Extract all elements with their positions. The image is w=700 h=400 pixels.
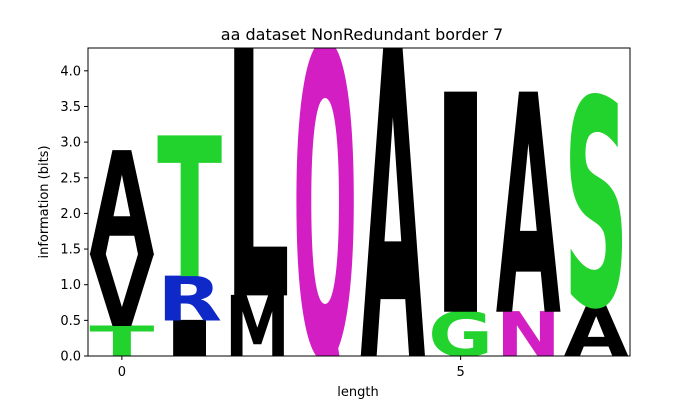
logo-letter-a: A: [496, 32, 561, 384]
logo-letter-n: N: [496, 299, 561, 371]
logo-letter-i: I: [428, 33, 493, 384]
logo-letter-t: T: [157, 97, 222, 321]
logo-letter-q: Q: [293, 0, 358, 400]
logo-letter-i: I: [157, 311, 222, 368]
y-axis: 0.0 0.5 1.0 1.5 2.0 2.5 3.0 3.5 4.0: [60, 64, 88, 365]
y-tick-label: 1.5: [60, 243, 81, 258]
y-tick-label: 3.5: [60, 100, 81, 115]
logo-letter-t: T: [89, 318, 154, 366]
x-tick-label: 5: [456, 365, 464, 380]
y-tick-label: 0.0: [60, 350, 81, 365]
logo-letter-a: A: [360, 0, 426, 400]
y-tick-label: 4.0: [60, 64, 81, 79]
y-tick-label: 3.0: [60, 136, 81, 151]
x-tick-label: 0: [118, 365, 126, 380]
logo-letter-a: A: [564, 291, 629, 373]
logo-letter-v: V: [89, 234, 154, 349]
y-tick-label: 1.0: [60, 278, 81, 293]
plot-frame: [87, 47, 631, 357]
y-tick-label: 2.5: [60, 171, 81, 186]
chart-title: aa dataset NonRedundant border 7: [221, 25, 503, 44]
logo-letter-s: S: [564, 40, 629, 372]
x-axis-label: length: [337, 385, 378, 400]
logo-letter-m: M: [225, 278, 290, 376]
logo-letter-r: R: [157, 264, 222, 336]
y-tick-label: 0.5: [60, 314, 81, 329]
y-axis-label: information (bits): [37, 145, 52, 258]
logo-letter-l: L: [225, 0, 290, 377]
logo-letter-a: A: [89, 122, 154, 289]
logo-letter-g: G: [428, 299, 493, 371]
y-tick-label: 2.0: [60, 207, 81, 222]
